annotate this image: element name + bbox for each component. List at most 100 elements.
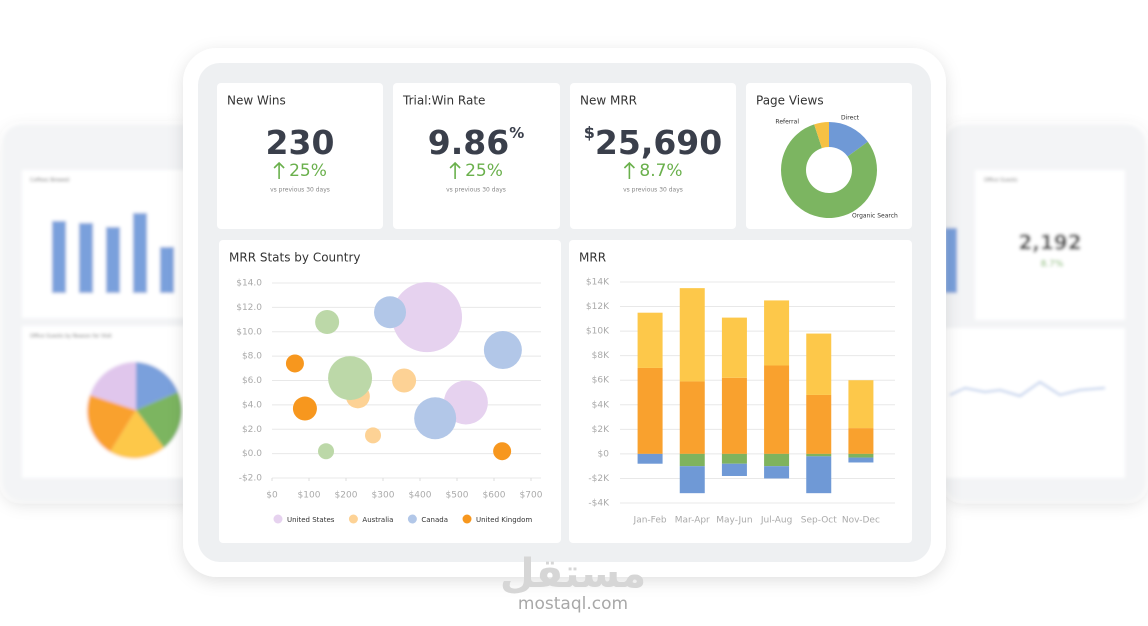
bar-segment	[806, 456, 832, 494]
bar-segment	[679, 381, 705, 454]
y-tick-label: -$2K	[588, 474, 610, 484]
chart-title: Page Views	[756, 94, 824, 108]
kpi-number: 25,690	[595, 123, 722, 162]
kpi-suffix: %	[509, 124, 524, 142]
bar-segment	[764, 300, 790, 366]
pie-label: Organic Search	[852, 213, 898, 220]
x-tick-label: $400	[409, 491, 432, 501]
right-title: Office Guests	[984, 178, 1018, 184]
legend-label: Canada	[421, 516, 448, 524]
bar-segment	[806, 394, 832, 454]
x-tick-label: $0	[266, 491, 278, 501]
kpi-title: New Wins	[227, 94, 286, 108]
y-tick-label: $0	[598, 449, 610, 459]
bubble	[414, 397, 457, 440]
kpi-change: 8.7%	[639, 161, 682, 181]
x-tick-label: May-Jun	[716, 516, 752, 526]
left-pie	[87, 361, 182, 459]
chart-title: MRR Stats by Country	[229, 251, 361, 265]
x-tick-label: Jan-Feb	[633, 516, 667, 526]
bubble	[392, 282, 463, 353]
y-tick-label: $12K	[586, 302, 610, 312]
bar-segment	[848, 428, 874, 454]
left-bars	[52, 213, 174, 293]
y-tick-label: $4K	[592, 400, 610, 410]
bar-segment	[637, 367, 663, 454]
chart-title: MRR	[579, 251, 606, 265]
y-tick-label: $2.0	[242, 425, 262, 435]
y-tick-label: $14K	[586, 278, 610, 288]
y-tick-label: $14.0	[236, 279, 262, 289]
right-value: 2,192	[1018, 231, 1081, 255]
y-tick-label: $10K	[586, 327, 610, 337]
x-tick-label: $200	[335, 491, 358, 501]
background-panels: Coffees Brewed Office Guests by Reason f…	[3, 125, 1145, 500]
legend-swatch	[407, 514, 417, 524]
bar-segment	[721, 317, 747, 378]
kpi-note: vs previous 30 days	[446, 187, 506, 194]
y-tick-label: $2K	[592, 425, 610, 435]
kpi-change: 25%	[465, 161, 503, 181]
y-tick-label: -$2.0	[239, 474, 263, 484]
bar-segment	[806, 333, 832, 395]
kpi-number: 230	[266, 123, 335, 162]
pie-slice	[814, 122, 829, 149]
watermark-arabic: مستقل	[500, 551, 646, 597]
kpi-arrow	[449, 161, 461, 179]
bar-segment	[848, 453, 874, 458]
kpi-change: 25%	[289, 161, 327, 181]
kpi-value: 9.86%	[428, 123, 524, 162]
bar-segment	[764, 466, 790, 479]
pie-label: Referral	[775, 119, 799, 126]
kpi-value: $25,690	[584, 123, 722, 162]
bar-segment	[721, 377, 747, 454]
kpi-card	[393, 83, 560, 229]
pie-slice	[781, 124, 877, 218]
right-line	[949, 381, 1106, 397]
bubble	[493, 442, 512, 461]
x-tick-label: $700	[520, 491, 543, 501]
kpi-note: vs previous 30 days	[623, 187, 683, 194]
legend-swatch	[273, 514, 283, 524]
bar-segment	[679, 288, 705, 382]
bar-segment	[764, 365, 790, 454]
right-card	[945, 328, 1125, 478]
y-tick-label: $4.0	[242, 400, 262, 410]
kpi-card	[217, 83, 383, 229]
y-tick-label: $6.0	[242, 376, 262, 386]
kpi-arrow	[623, 161, 635, 179]
bar-segment	[721, 453, 747, 464]
x-tick-label: Nov-Dec	[842, 516, 880, 526]
bar-segment	[679, 453, 705, 467]
right-card	[975, 170, 1125, 320]
y-tick-label: $0.0	[242, 449, 262, 459]
bar-segment	[637, 312, 663, 368]
kpi-title: New MRR	[580, 94, 637, 108]
bubble	[328, 356, 373, 401]
kpi-title: Trial:Win Rate	[402, 94, 485, 108]
kpi-number: 9.86	[428, 123, 509, 162]
y-tick-label: $8K	[592, 351, 610, 361]
y-tick-label: $6K	[592, 376, 610, 386]
bubble	[318, 443, 335, 460]
legend-label: United Kingdom	[476, 516, 532, 524]
kpi-arrow	[273, 161, 285, 179]
x-tick-label: $300	[372, 491, 395, 501]
bar-segment	[679, 466, 705, 494]
kpi-card	[570, 83, 736, 229]
bubble	[374, 296, 407, 329]
bubble-card	[219, 240, 561, 543]
bubble	[483, 331, 522, 370]
x-tick-label: Sep-Oct	[801, 516, 837, 526]
x-tick-label: $500	[446, 491, 469, 501]
x-tick-label: $100	[298, 491, 321, 501]
pie-slice	[829, 122, 868, 157]
legend-swatch	[348, 514, 358, 524]
right-bar	[945, 228, 957, 293]
bubble	[365, 427, 382, 444]
legend-swatch	[462, 514, 472, 524]
bar-segment	[848, 380, 874, 429]
legend-label: Australia	[362, 516, 393, 524]
